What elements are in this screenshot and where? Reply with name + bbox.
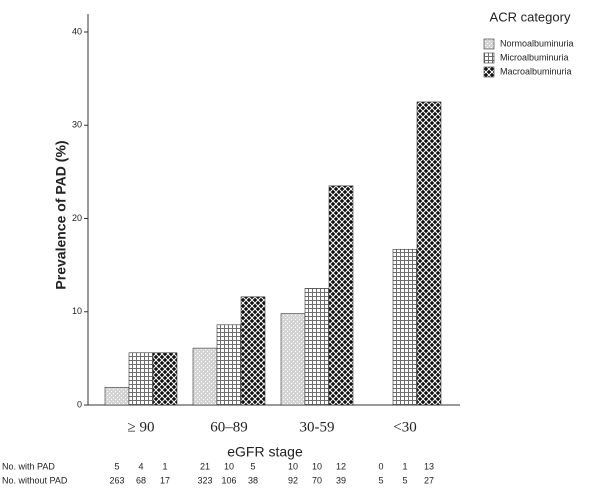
- legend-title: ACR category: [490, 9, 571, 24]
- table-cell: 5: [250, 461, 255, 471]
- table-cell: 1: [402, 461, 407, 471]
- table-cell: 323: [197, 475, 212, 485]
- table-cell: 5: [402, 475, 407, 485]
- table-cell: 21: [200, 461, 210, 471]
- table-cell: 10: [224, 461, 234, 471]
- y-tick-label: 30: [72, 120, 82, 130]
- table-cell: 0: [378, 461, 383, 471]
- legend-swatch: [483, 66, 495, 78]
- x-axis-label: eGFR stage: [227, 444, 303, 460]
- bar: [128, 352, 154, 406]
- table-cell: 92: [288, 475, 298, 485]
- table-cell: 263: [109, 475, 124, 485]
- table-cell: 5: [114, 461, 119, 471]
- legend-label: Microalbuminuria: [500, 52, 569, 62]
- x-tick-label: 30-59: [300, 419, 335, 435]
- table-cell: 17: [160, 475, 170, 485]
- bar: [192, 347, 218, 406]
- table-cell: 106: [221, 475, 236, 485]
- table-cell: 1: [162, 461, 167, 471]
- table-cell: 27: [424, 475, 434, 485]
- bar: [392, 248, 418, 406]
- bar: [416, 101, 442, 406]
- y-tick-label: 20: [72, 213, 82, 223]
- bar: [104, 386, 130, 406]
- bar: [280, 313, 306, 406]
- table-row-label: No. without PAD: [2, 475, 68, 485]
- table-cell: 10: [312, 461, 322, 471]
- table-cell: 70: [312, 475, 322, 485]
- table-cell: 38: [248, 475, 258, 485]
- legend-swatch: [483, 52, 495, 64]
- y-tick-label: 40: [72, 26, 82, 36]
- table-cell: 13: [424, 461, 434, 471]
- bar: [304, 288, 330, 406]
- table-cell: 5: [378, 475, 383, 485]
- table-cell: 12: [336, 461, 346, 471]
- x-tick-label: 60–89: [210, 419, 248, 435]
- bar: [240, 296, 266, 406]
- bar: [216, 324, 242, 406]
- legend-label: Macroalbuminuria: [500, 66, 572, 76]
- bar: [328, 185, 354, 406]
- x-tick-label: ≥ 90: [128, 419, 155, 435]
- table-cell: 10: [288, 461, 298, 471]
- bar: [152, 352, 178, 406]
- y-axis-label: Prevalence of PAD (%): [53, 140, 69, 289]
- table-row-label: No. with PAD: [2, 461, 55, 471]
- table-cell: 4: [138, 461, 143, 471]
- legend-swatch: [483, 38, 495, 50]
- table-cell: 39: [336, 475, 346, 485]
- y-tick-label: 10: [72, 306, 82, 316]
- y-tick-label: 0: [77, 399, 82, 409]
- x-tick-label: <30: [393, 419, 416, 435]
- legend-label: Normoalbuminuria: [500, 38, 574, 48]
- table-cell: 68: [136, 475, 146, 485]
